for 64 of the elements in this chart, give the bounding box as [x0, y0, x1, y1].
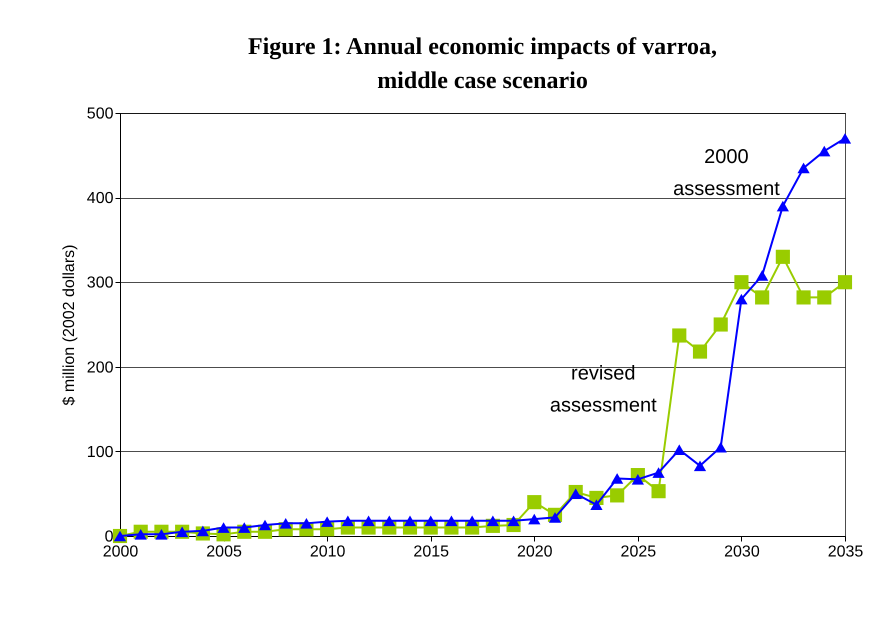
point [714, 317, 728, 332]
point [776, 250, 790, 264]
point [238, 522, 250, 533]
point [570, 488, 582, 500]
series-label: 2000 assessment [673, 146, 780, 200]
point [528, 514, 540, 524]
x-tick-label: 2020 [516, 544, 553, 560]
point [362, 515, 375, 526]
point [692, 344, 708, 359]
point [217, 522, 230, 533]
chart-title: Figure 1: Annual economic impacts of varroa, middle case scenario [248, 34, 718, 94]
point [486, 515, 499, 526]
point [817, 290, 832, 304]
point [776, 200, 789, 212]
point [818, 146, 830, 156]
x-tick-label: 2000 [102, 544, 138, 560]
point [155, 529, 168, 540]
point [734, 275, 748, 290]
point [672, 328, 686, 343]
x-tick-label: 2015 [413, 544, 450, 560]
point [134, 529, 147, 540]
point [342, 515, 354, 526]
point [673, 444, 686, 456]
point [445, 515, 458, 526]
x-tick-label: 2010 [310, 544, 346, 560]
point [196, 526, 209, 536]
y-tick-label: 500 [86, 106, 114, 122]
y-tick-label: 100 [86, 444, 114, 461]
point [694, 460, 706, 472]
x-tick-label: 2035 [828, 544, 864, 560]
series-label: revised assessment [550, 362, 658, 416]
point [714, 442, 727, 452]
point [383, 515, 396, 526]
point [424, 515, 437, 526]
point [838, 275, 852, 290]
point [258, 520, 272, 530]
point [755, 290, 770, 304]
point [632, 474, 644, 485]
point [548, 512, 562, 523]
y-tick-label: 300 [86, 274, 114, 292]
y-axis-title: $ million (2002 dollars) [60, 244, 78, 406]
point [527, 495, 542, 510]
point [652, 484, 666, 498]
point [321, 516, 334, 527]
x-tick-label: 2025 [620, 544, 656, 560]
y-tick-label: 200 [86, 359, 114, 376]
point [590, 499, 603, 510]
y-tick-label: 0 [104, 528, 114, 546]
point [838, 133, 852, 144]
x-tick-label: 2030 [724, 544, 760, 560]
point [797, 162, 810, 174]
y-tick-label: 400 [86, 190, 114, 208]
point [796, 290, 811, 304]
x-tick-label: 2005 [206, 544, 242, 560]
point [756, 270, 768, 281]
point [735, 294, 748, 304]
point [466, 515, 478, 526]
point [280, 518, 292, 529]
point [610, 488, 624, 502]
point [507, 515, 520, 526]
point [652, 467, 665, 478]
point [300, 518, 313, 529]
point [404, 515, 416, 526]
point [611, 473, 624, 484]
